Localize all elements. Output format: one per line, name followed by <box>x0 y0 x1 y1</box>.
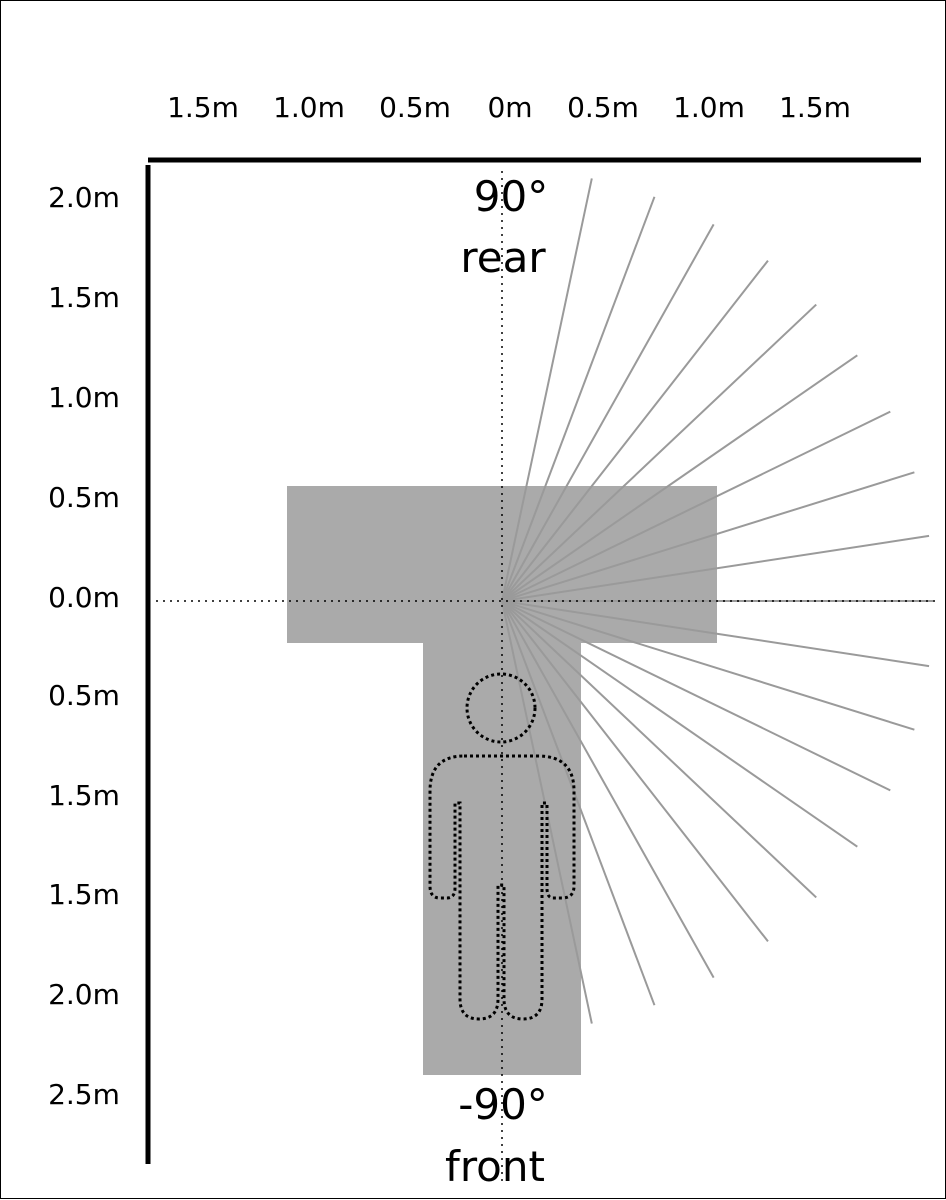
left-tick: 2.5m <box>48 1078 120 1111</box>
angle-ray <box>501 534 930 602</box>
rear-angle-label: 90° <box>474 172 548 221</box>
angle-ray <box>501 600 930 668</box>
angle-ray <box>501 196 656 602</box>
angle-ray <box>501 600 715 979</box>
top-tick: 1.0m <box>673 91 745 124</box>
angle-ray <box>501 600 858 848</box>
angle-ray <box>501 178 593 602</box>
top-tick: 1.0m <box>273 91 345 124</box>
person-body <box>428 754 576 1021</box>
top-tick: 1.5m <box>779 91 851 124</box>
angle-ray <box>501 259 769 602</box>
angle-ray <box>501 223 715 602</box>
rear-label: rear <box>460 233 546 282</box>
left-tick: 0.5m <box>48 679 120 712</box>
angle-ray <box>501 600 891 792</box>
left-tick: 1.0m <box>48 381 120 414</box>
angle-ray <box>501 471 915 602</box>
top-axis-ticks: 1.5m 1.0m 0.5m 0m 0.5m 1.0m 1.5m <box>167 91 851 124</box>
angle-ray <box>501 600 769 943</box>
angle-rays <box>501 178 933 1024</box>
angle-ray <box>501 600 656 1006</box>
left-tick: 1.5m <box>48 281 120 314</box>
top-tick: 0m <box>487 91 532 124</box>
top-tick: 0.5m <box>567 91 639 124</box>
angle-ray <box>501 303 817 602</box>
person-outline-icon <box>428 672 576 1021</box>
front-angle-label: -90° <box>458 1080 548 1129</box>
angle-ray <box>501 600 817 899</box>
person-head <box>465 672 537 744</box>
top-tick: 0.5m <box>379 91 451 124</box>
left-tick: 1.5m <box>48 779 120 812</box>
top-tick: 1.5m <box>167 91 239 124</box>
angle-ray <box>501 354 858 602</box>
left-tick: 0.5m <box>48 481 120 514</box>
left-tick: 0.0m <box>48 581 120 614</box>
angle-ray <box>501 410 891 602</box>
front-label: front <box>445 1142 545 1191</box>
left-axis-ticks: 2.0m 1.5m 1.0m 0.5m 0.0m 0.5m 1.5m 1.5m … <box>48 181 120 1111</box>
left-tick: 2.0m <box>48 978 120 1011</box>
left-tick: 1.5m <box>48 878 120 911</box>
left-tick: 2.0m <box>48 181 120 214</box>
angle-ray <box>501 600 915 731</box>
